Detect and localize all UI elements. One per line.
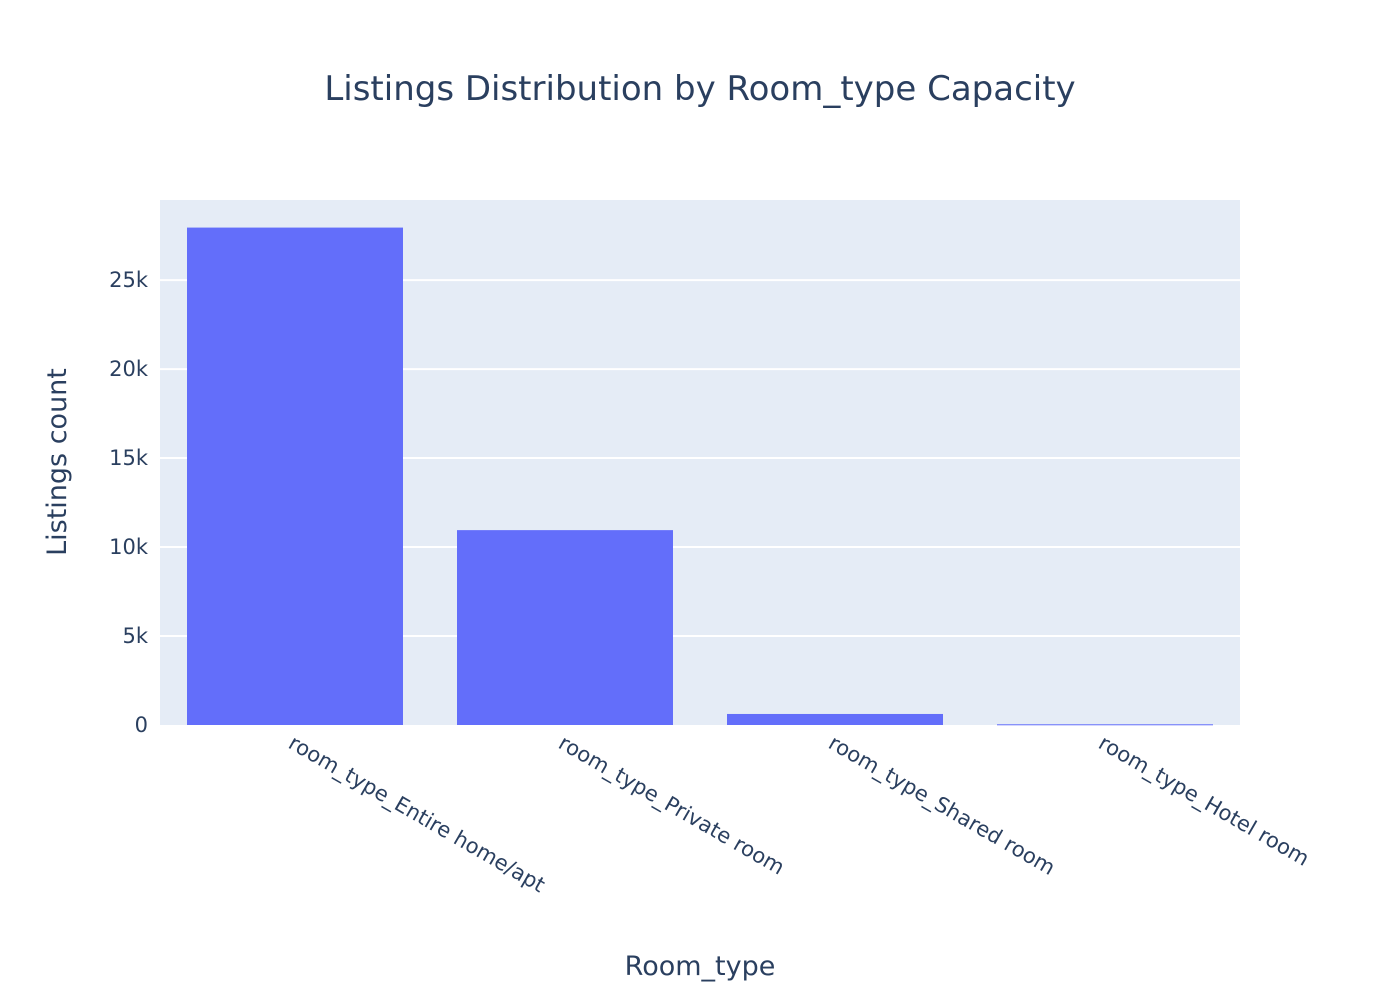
- y-tick-label: 25k: [109, 268, 149, 292]
- y-tick-label: 0: [135, 713, 148, 737]
- bar[interactable]: [997, 724, 1213, 726]
- y-tick-label: 10k: [109, 535, 149, 559]
- y-axis-title: Listings count: [42, 368, 73, 556]
- chart-title: Listings Distribution by Room_type Capac…: [324, 69, 1075, 109]
- y-tick-label: 15k: [109, 446, 149, 470]
- x-axis-ticks: room_type_Entire home/apt room_type_Priva…: [284, 731, 1313, 899]
- x-axis-title: Room_type: [625, 951, 776, 982]
- x-tick-label: room_type_Hotel room: [1094, 731, 1313, 872]
- bars: [187, 227, 1213, 726]
- y-axis-ticks: 0 5k 10k 15k 20k 25k: [109, 268, 149, 737]
- bar[interactable]: [727, 713, 943, 725]
- bar[interactable]: [457, 530, 673, 725]
- bar[interactable]: [187, 227, 403, 725]
- x-tick-label: room_type_Shared room: [824, 731, 1059, 881]
- y-tick-label: 20k: [109, 357, 149, 381]
- y-tick-label: 5k: [122, 624, 148, 648]
- x-tick-label: room_type_Entire home/apt: [284, 731, 549, 899]
- x-tick-label: room_type_Private room: [554, 731, 789, 881]
